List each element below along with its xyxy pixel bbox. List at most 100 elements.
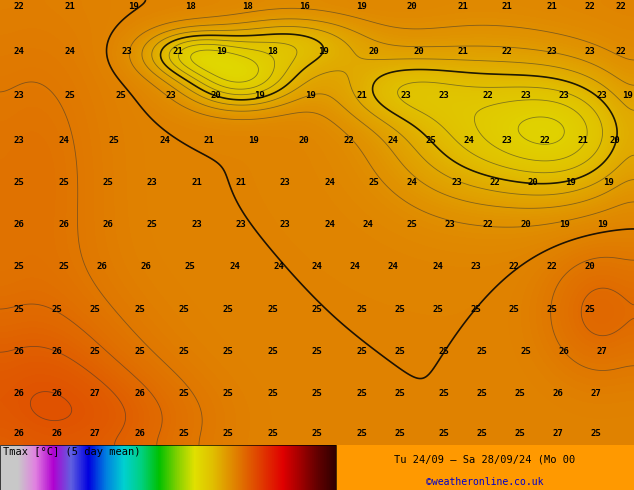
Text: 26: 26 <box>103 220 113 229</box>
Text: 21: 21 <box>458 2 468 11</box>
Text: 25: 25 <box>185 263 195 271</box>
Text: 25: 25 <box>585 305 595 314</box>
Text: 24: 24 <box>464 136 474 145</box>
Text: 26: 26 <box>14 347 24 356</box>
Text: 23: 23 <box>401 91 411 100</box>
Text: 19: 19 <box>318 47 328 56</box>
Text: 25: 25 <box>103 178 113 187</box>
Text: 25: 25 <box>147 220 157 229</box>
Text: 19: 19 <box>217 47 227 56</box>
Text: 25: 25 <box>134 305 145 314</box>
Text: 21: 21 <box>356 91 366 100</box>
Text: 24: 24 <box>274 263 284 271</box>
Text: 26: 26 <box>559 347 569 356</box>
Text: 23: 23 <box>502 136 512 145</box>
Text: 22: 22 <box>585 2 595 11</box>
Text: 25: 25 <box>439 389 449 398</box>
Text: 21: 21 <box>236 178 246 187</box>
Text: 22: 22 <box>14 2 24 11</box>
Text: 21: 21 <box>458 47 468 56</box>
Text: 24: 24 <box>65 47 75 56</box>
Text: 25: 25 <box>90 305 100 314</box>
Text: 23: 23 <box>439 91 449 100</box>
Text: 25: 25 <box>65 91 75 100</box>
Text: 20: 20 <box>299 136 309 145</box>
Text: 25: 25 <box>115 91 126 100</box>
Text: 23: 23 <box>547 47 557 56</box>
Text: 20: 20 <box>413 47 424 56</box>
Text: 25: 25 <box>223 347 233 356</box>
Text: 25: 25 <box>223 429 233 438</box>
Text: 23: 23 <box>445 220 455 229</box>
Text: 24: 24 <box>58 136 68 145</box>
Text: 26: 26 <box>14 389 24 398</box>
Text: 25: 25 <box>58 178 68 187</box>
Text: 25: 25 <box>394 305 404 314</box>
Text: 25: 25 <box>223 305 233 314</box>
Text: 25: 25 <box>407 220 417 229</box>
Text: 25: 25 <box>58 263 68 271</box>
Text: 24: 24 <box>230 263 240 271</box>
Text: 22: 22 <box>502 47 512 56</box>
Text: Tmax [°C] (5 day mean): Tmax [°C] (5 day mean) <box>3 447 141 457</box>
Text: 23: 23 <box>451 178 462 187</box>
Text: 27: 27 <box>591 389 601 398</box>
Text: 22: 22 <box>483 220 493 229</box>
Text: 23: 23 <box>559 91 569 100</box>
Text: 26: 26 <box>58 220 68 229</box>
Text: 23: 23 <box>14 136 24 145</box>
Text: 25: 25 <box>179 347 189 356</box>
Text: 25: 25 <box>179 389 189 398</box>
Text: 25: 25 <box>394 347 404 356</box>
Text: 24: 24 <box>350 263 360 271</box>
Text: 26: 26 <box>52 429 62 438</box>
Text: 25: 25 <box>591 429 601 438</box>
Text: 23: 23 <box>597 91 607 100</box>
Text: 25: 25 <box>90 347 100 356</box>
Text: 20: 20 <box>407 2 417 11</box>
Text: 19: 19 <box>623 91 633 100</box>
Text: 26: 26 <box>14 429 24 438</box>
Text: 18: 18 <box>268 47 278 56</box>
Text: 20: 20 <box>610 136 620 145</box>
Text: ©weatheronline.co.uk: ©weatheronline.co.uk <box>426 477 544 487</box>
Text: 21: 21 <box>204 136 214 145</box>
Text: 26: 26 <box>134 389 145 398</box>
Text: 18: 18 <box>185 2 195 11</box>
Text: 23: 23 <box>521 91 531 100</box>
Text: 25: 25 <box>356 429 366 438</box>
Text: 23: 23 <box>122 47 132 56</box>
Text: 25: 25 <box>470 305 481 314</box>
Text: 25: 25 <box>223 389 233 398</box>
Text: 25: 25 <box>268 305 278 314</box>
Text: 25: 25 <box>268 429 278 438</box>
Text: 23: 23 <box>236 220 246 229</box>
Text: 25: 25 <box>515 429 525 438</box>
Text: 22: 22 <box>616 2 626 11</box>
Text: 23: 23 <box>14 91 24 100</box>
Text: 20: 20 <box>585 263 595 271</box>
Text: 25: 25 <box>477 389 487 398</box>
Text: 22: 22 <box>483 91 493 100</box>
Text: 25: 25 <box>477 347 487 356</box>
Text: 22: 22 <box>547 263 557 271</box>
Text: 23: 23 <box>280 178 290 187</box>
Text: 24: 24 <box>14 47 24 56</box>
Text: 23: 23 <box>191 220 202 229</box>
Text: 25: 25 <box>439 429 449 438</box>
Text: 21: 21 <box>65 2 75 11</box>
Text: 21: 21 <box>578 136 588 145</box>
Text: 26: 26 <box>52 389 62 398</box>
Text: 26: 26 <box>96 263 107 271</box>
Text: 25: 25 <box>369 178 379 187</box>
Text: 24: 24 <box>312 263 322 271</box>
Text: 27: 27 <box>597 347 607 356</box>
Text: 24: 24 <box>432 263 443 271</box>
Text: 25: 25 <box>312 389 322 398</box>
Text: Tu 24/09 – Sa 28/09/24 (Mo 00: Tu 24/09 – Sa 28/09/24 (Mo 00 <box>394 454 576 465</box>
Text: 21: 21 <box>191 178 202 187</box>
Text: 25: 25 <box>356 305 366 314</box>
Text: 25: 25 <box>312 305 322 314</box>
Text: 19: 19 <box>306 91 316 100</box>
Text: 25: 25 <box>547 305 557 314</box>
